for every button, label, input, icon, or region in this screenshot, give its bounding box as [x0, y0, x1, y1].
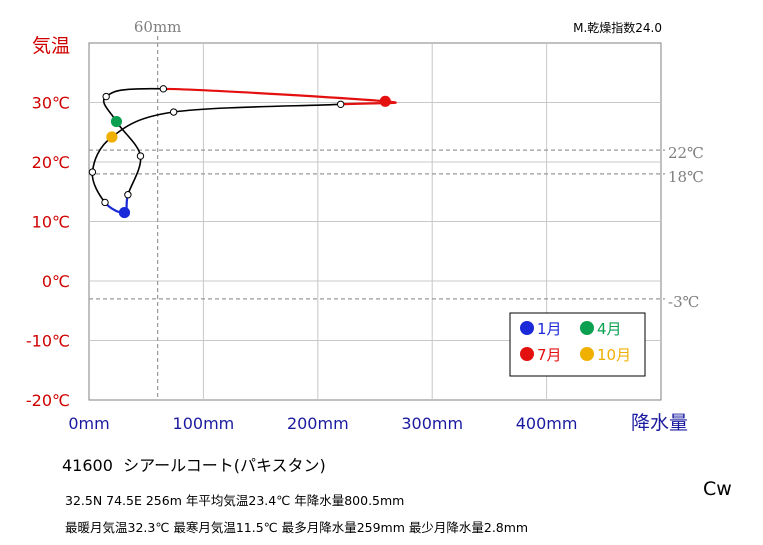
month-point-2 [124, 191, 132, 199]
legend: 1月 4月 7月 10月 [509, 312, 646, 377]
month-point-4 [110, 115, 123, 128]
y-axis-title: 気温 [32, 35, 70, 57]
legend-label: 7月 [537, 346, 562, 364]
tick-labels: 30℃ 20℃ 10℃ 0℃ -10℃ -20℃ 0mm 100mm 200mm 300mm 400… [26, 94, 578, 434]
reference-label: 18℃ [668, 168, 704, 186]
month-point-8 [336, 100, 345, 108]
y-tick-label: 10℃ [32, 213, 70, 232]
month-point-6 [159, 85, 168, 93]
x-tick-label: 0mm [68, 414, 109, 433]
reference-lines: 22℃ 18℃ -3℃ 60mm [89, 18, 704, 400]
x-tick-label: 300mm [401, 414, 463, 433]
y-tick-label: 30℃ [32, 94, 70, 113]
x-tick-label: 100mm [173, 414, 235, 433]
month-point-11 [88, 168, 97, 176]
legend-label: 1月 [537, 320, 562, 338]
reference-label: -3℃ [668, 293, 699, 311]
y-tick-label: 20℃ [32, 153, 70, 172]
climate-class: Cw [703, 478, 732, 500]
legend-marker [580, 321, 594, 335]
curve-segment [163, 87, 386, 103]
legend-marker [520, 347, 534, 361]
legend-marker [520, 321, 534, 335]
station-info-line-1: 32.5N 74.5E 256m 年平均気温23.4℃ 年降水量800.5mm [65, 493, 405, 508]
curve-segment [173, 103, 341, 113]
month-point-7 [379, 95, 391, 107]
x-axis-title: 降水量 [631, 412, 688, 434]
legend-label: 10月 [597, 346, 631, 364]
month-point-12 [101, 198, 109, 207]
x-tick-label: 200mm [287, 414, 349, 433]
month-point-9 [169, 108, 178, 116]
x-tick-label: 400mm [516, 414, 578, 433]
y-tick-label: 0℃ [42, 272, 70, 291]
station-id: 41600 [62, 456, 113, 475]
station-name: シアールコート(パキスタン) [123, 456, 326, 475]
month-points [88, 85, 391, 219]
reference-label: 22℃ [668, 144, 704, 162]
month-point-5 [102, 92, 110, 101]
legend-marker [580, 347, 594, 361]
station-info-line-2: 最暖月気温32.3℃ 最寒月気温11.5℃ 最多月降水量259mm 最少月降水量… [65, 520, 529, 535]
month-point-10 [106, 131, 118, 143]
month-point-1 [118, 206, 131, 219]
reference-label: 60mm [134, 18, 182, 36]
y-tick-label: -20℃ [26, 391, 70, 410]
y-tick-label: -10℃ [26, 332, 70, 351]
legend-label: 4月 [597, 320, 622, 338]
station-heading: 41600 シアールコート(パキスタン) [62, 452, 326, 476]
month-point-3 [136, 152, 145, 160]
dryness-index-label: M.乾燥指数24.0 [573, 20, 662, 35]
